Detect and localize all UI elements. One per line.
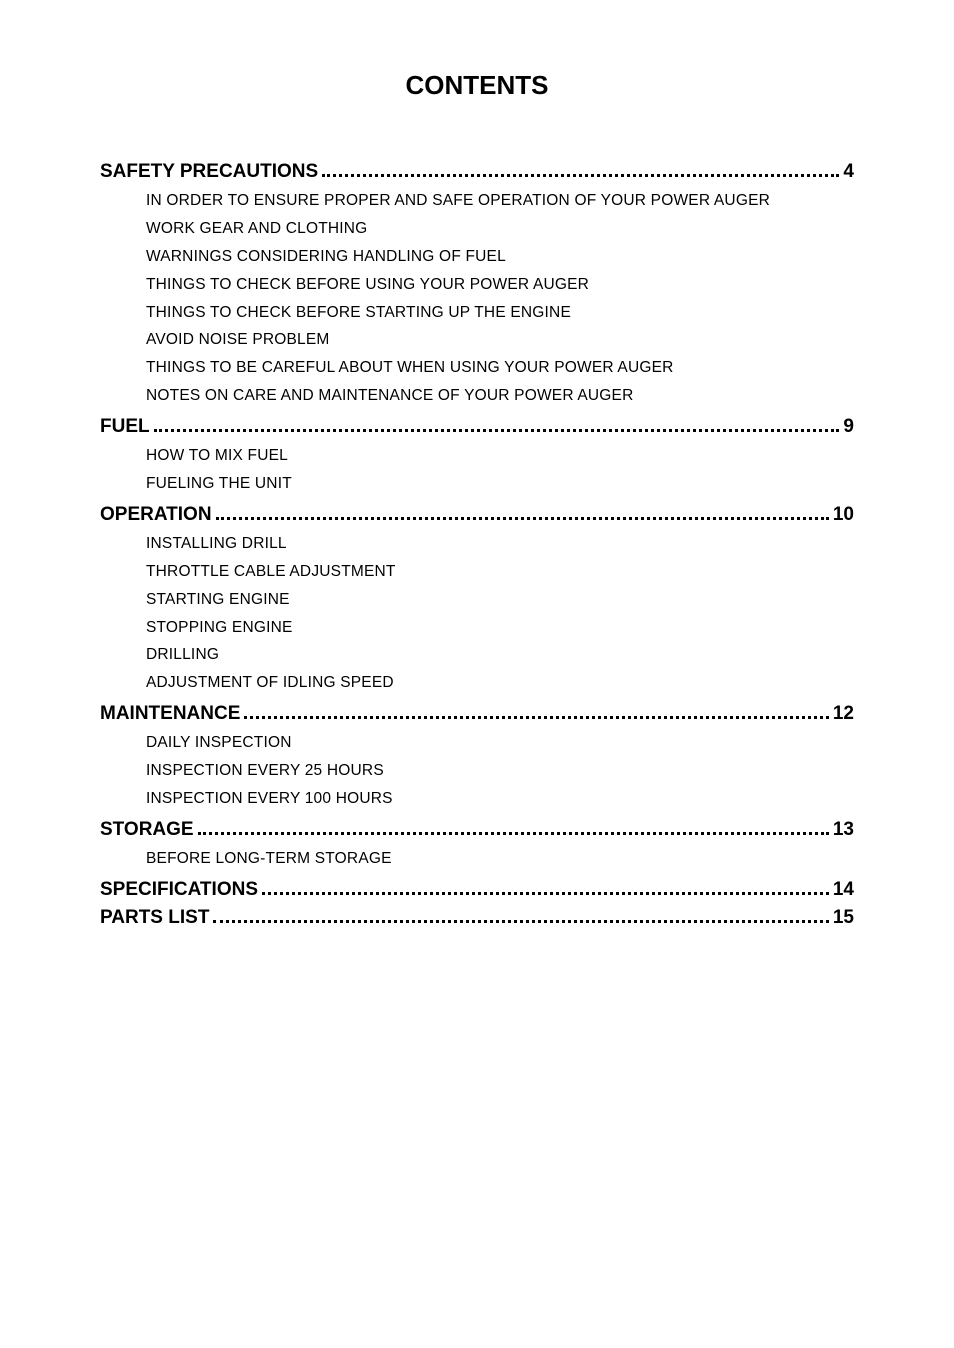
toc-leader-dots [213,920,828,923]
toc-leader-dots [154,429,840,432]
toc-subsection: INSPECTION EVERY 25 HOURS [146,757,854,785]
toc-section-label: PARTS LIST [100,907,209,929]
toc-section: SAFETY PRECAUTIONS 4 [100,161,854,183]
toc-section-page: 14 [833,879,854,901]
toc-section-page: 9 [843,416,854,438]
toc-section: STORAGE 13 [100,819,854,841]
toc-subsection: WORK GEAR AND CLOTHING [146,215,854,243]
toc-subsection: FUELING THE UNIT [146,470,854,498]
toc-section: PARTS LIST 15 [100,907,854,929]
toc-section-label: SPECIFICATIONS [100,879,258,901]
toc-leader-dots [322,174,839,177]
toc-subsection: ADJUSTMENT OF IDLING SPEED [146,669,854,697]
toc-section-page: 4 [843,161,854,183]
toc-subsection: DAILY INSPECTION [146,729,854,757]
toc-section-label: OPERATION [100,504,212,526]
toc-subsection: THINGS TO CHECK BEFORE USING YOUR POWER … [146,271,854,299]
toc-leader-dots [244,716,828,719]
toc-section-label: STORAGE [100,819,194,841]
toc-section-page: 10 [833,504,854,526]
toc-subsection: AVOID NOISE PROBLEM [146,326,854,354]
toc-section-label: FUEL [100,416,150,438]
toc-subsection: THINGS TO BE CAREFUL ABOUT WHEN USING YO… [146,354,854,382]
toc-section-page: 12 [833,703,854,725]
page-title: CONTENTS [100,70,854,101]
toc-subsection: IN ORDER TO ENSURE PROPER AND SAFE OPERA… [146,187,854,215]
table-of-contents: SAFETY PRECAUTIONS 4 IN ORDER TO ENSURE P… [100,161,854,929]
toc-section: FUEL 9 [100,416,854,438]
toc-section: OPERATION 10 [100,504,854,526]
toc-subsection: THINGS TO CHECK BEFORE STARTING UP THE E… [146,299,854,327]
toc-section: MAINTENANCE 12 [100,703,854,725]
toc-section-page: 13 [833,819,854,841]
toc-subsection: WARNINGS CONSIDERING HANDLING OF FUEL [146,243,854,271]
toc-subsection: INSPECTION EVERY 100 HOURS [146,785,854,813]
toc-subsection: NOTES ON CARE AND MAINTENANCE OF YOUR PO… [146,382,854,410]
toc-section-page: 15 [833,907,854,929]
toc-section-label: SAFETY PRECAUTIONS [100,161,318,183]
toc-leader-dots [216,517,829,520]
toc-subsection: STOPPING ENGINE [146,614,854,642]
toc-subsection: THROTTLE CABLE ADJUSTMENT [146,558,854,586]
toc-leader-dots [198,832,829,835]
toc-subsection: BEFORE LONG-TERM STORAGE [146,845,854,873]
toc-subsection: STARTING ENGINE [146,586,854,614]
toc-section-label: MAINTENANCE [100,703,240,725]
toc-leader-dots [262,892,829,895]
toc-subsection: DRILLING [146,641,854,669]
toc-subsection: INSTALLING DRILL [146,530,854,558]
toc-subsection: HOW TO MIX FUEL [146,442,854,470]
toc-section: SPECIFICATIONS 14 [100,879,854,901]
